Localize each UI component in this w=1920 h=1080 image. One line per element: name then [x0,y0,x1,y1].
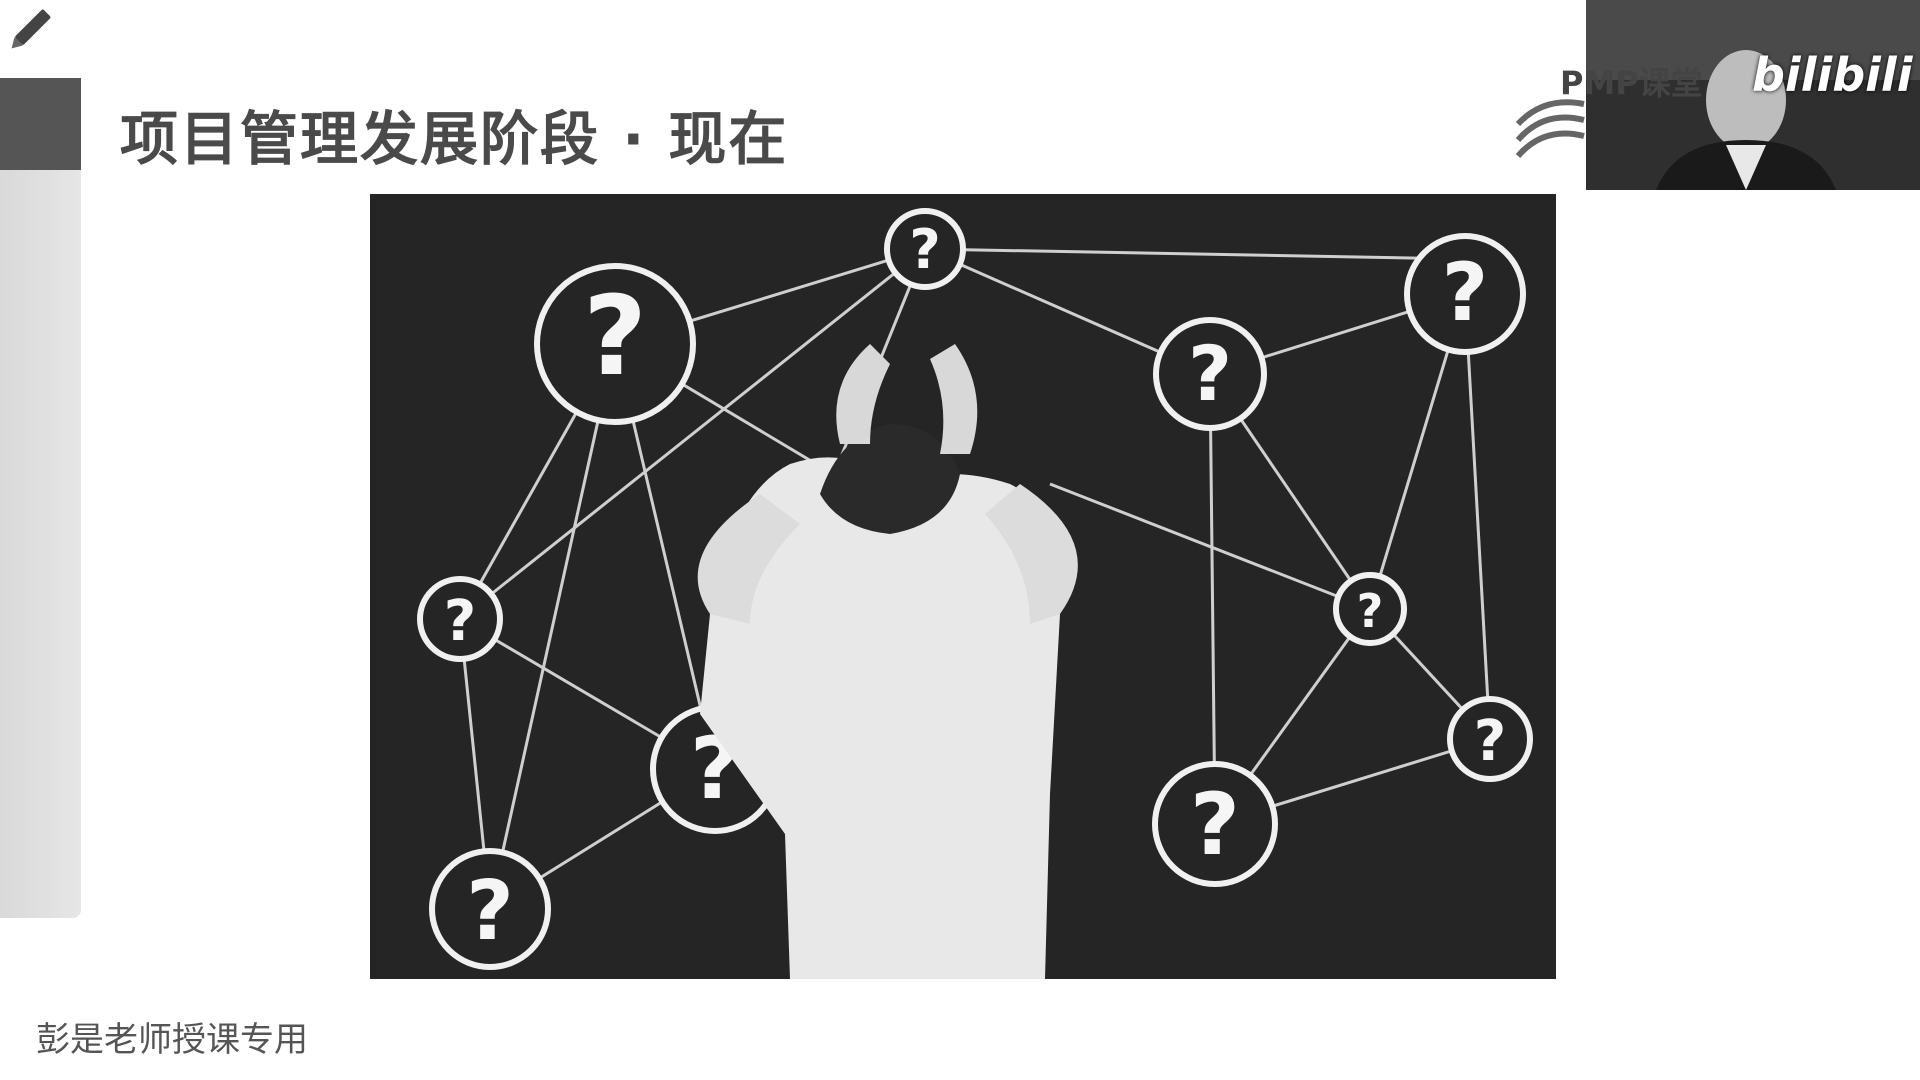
man-figure [697,344,1078,979]
page-title: 项目管理发展阶段 · 现在 [120,105,789,173]
svg-text:?: ? [583,272,647,400]
pen-icon[interactable] [4,4,56,56]
webcam-video[interactable] [1586,0,1920,190]
side-panel [0,78,81,918]
svg-text:?: ? [1190,775,1240,875]
svg-text:?: ? [466,864,514,959]
bilibili-logo: bilibili [1752,48,1913,102]
svg-text:?: ? [909,218,940,281]
brand-name: PMP课堂 [1560,64,1703,102]
svg-text:?: ? [1442,246,1488,339]
brand-logo-icon [1515,99,1585,159]
presenter-video-frame [1586,0,1920,190]
svg-text:?: ? [1474,709,1506,774]
svg-text:?: ? [1188,329,1232,418]
side-panel-accent [0,78,81,170]
question-network-graphic: ? ? ? ? ? ? ? ? ? ? [417,208,1533,979]
svg-text:?: ? [444,589,476,654]
question-network-image: ? ? ? ? ? ? ? ? ? ? [370,194,1556,979]
svg-text:?: ? [1357,584,1384,638]
footer-watermark: 彭是老师授课专用 [36,1020,308,1060]
